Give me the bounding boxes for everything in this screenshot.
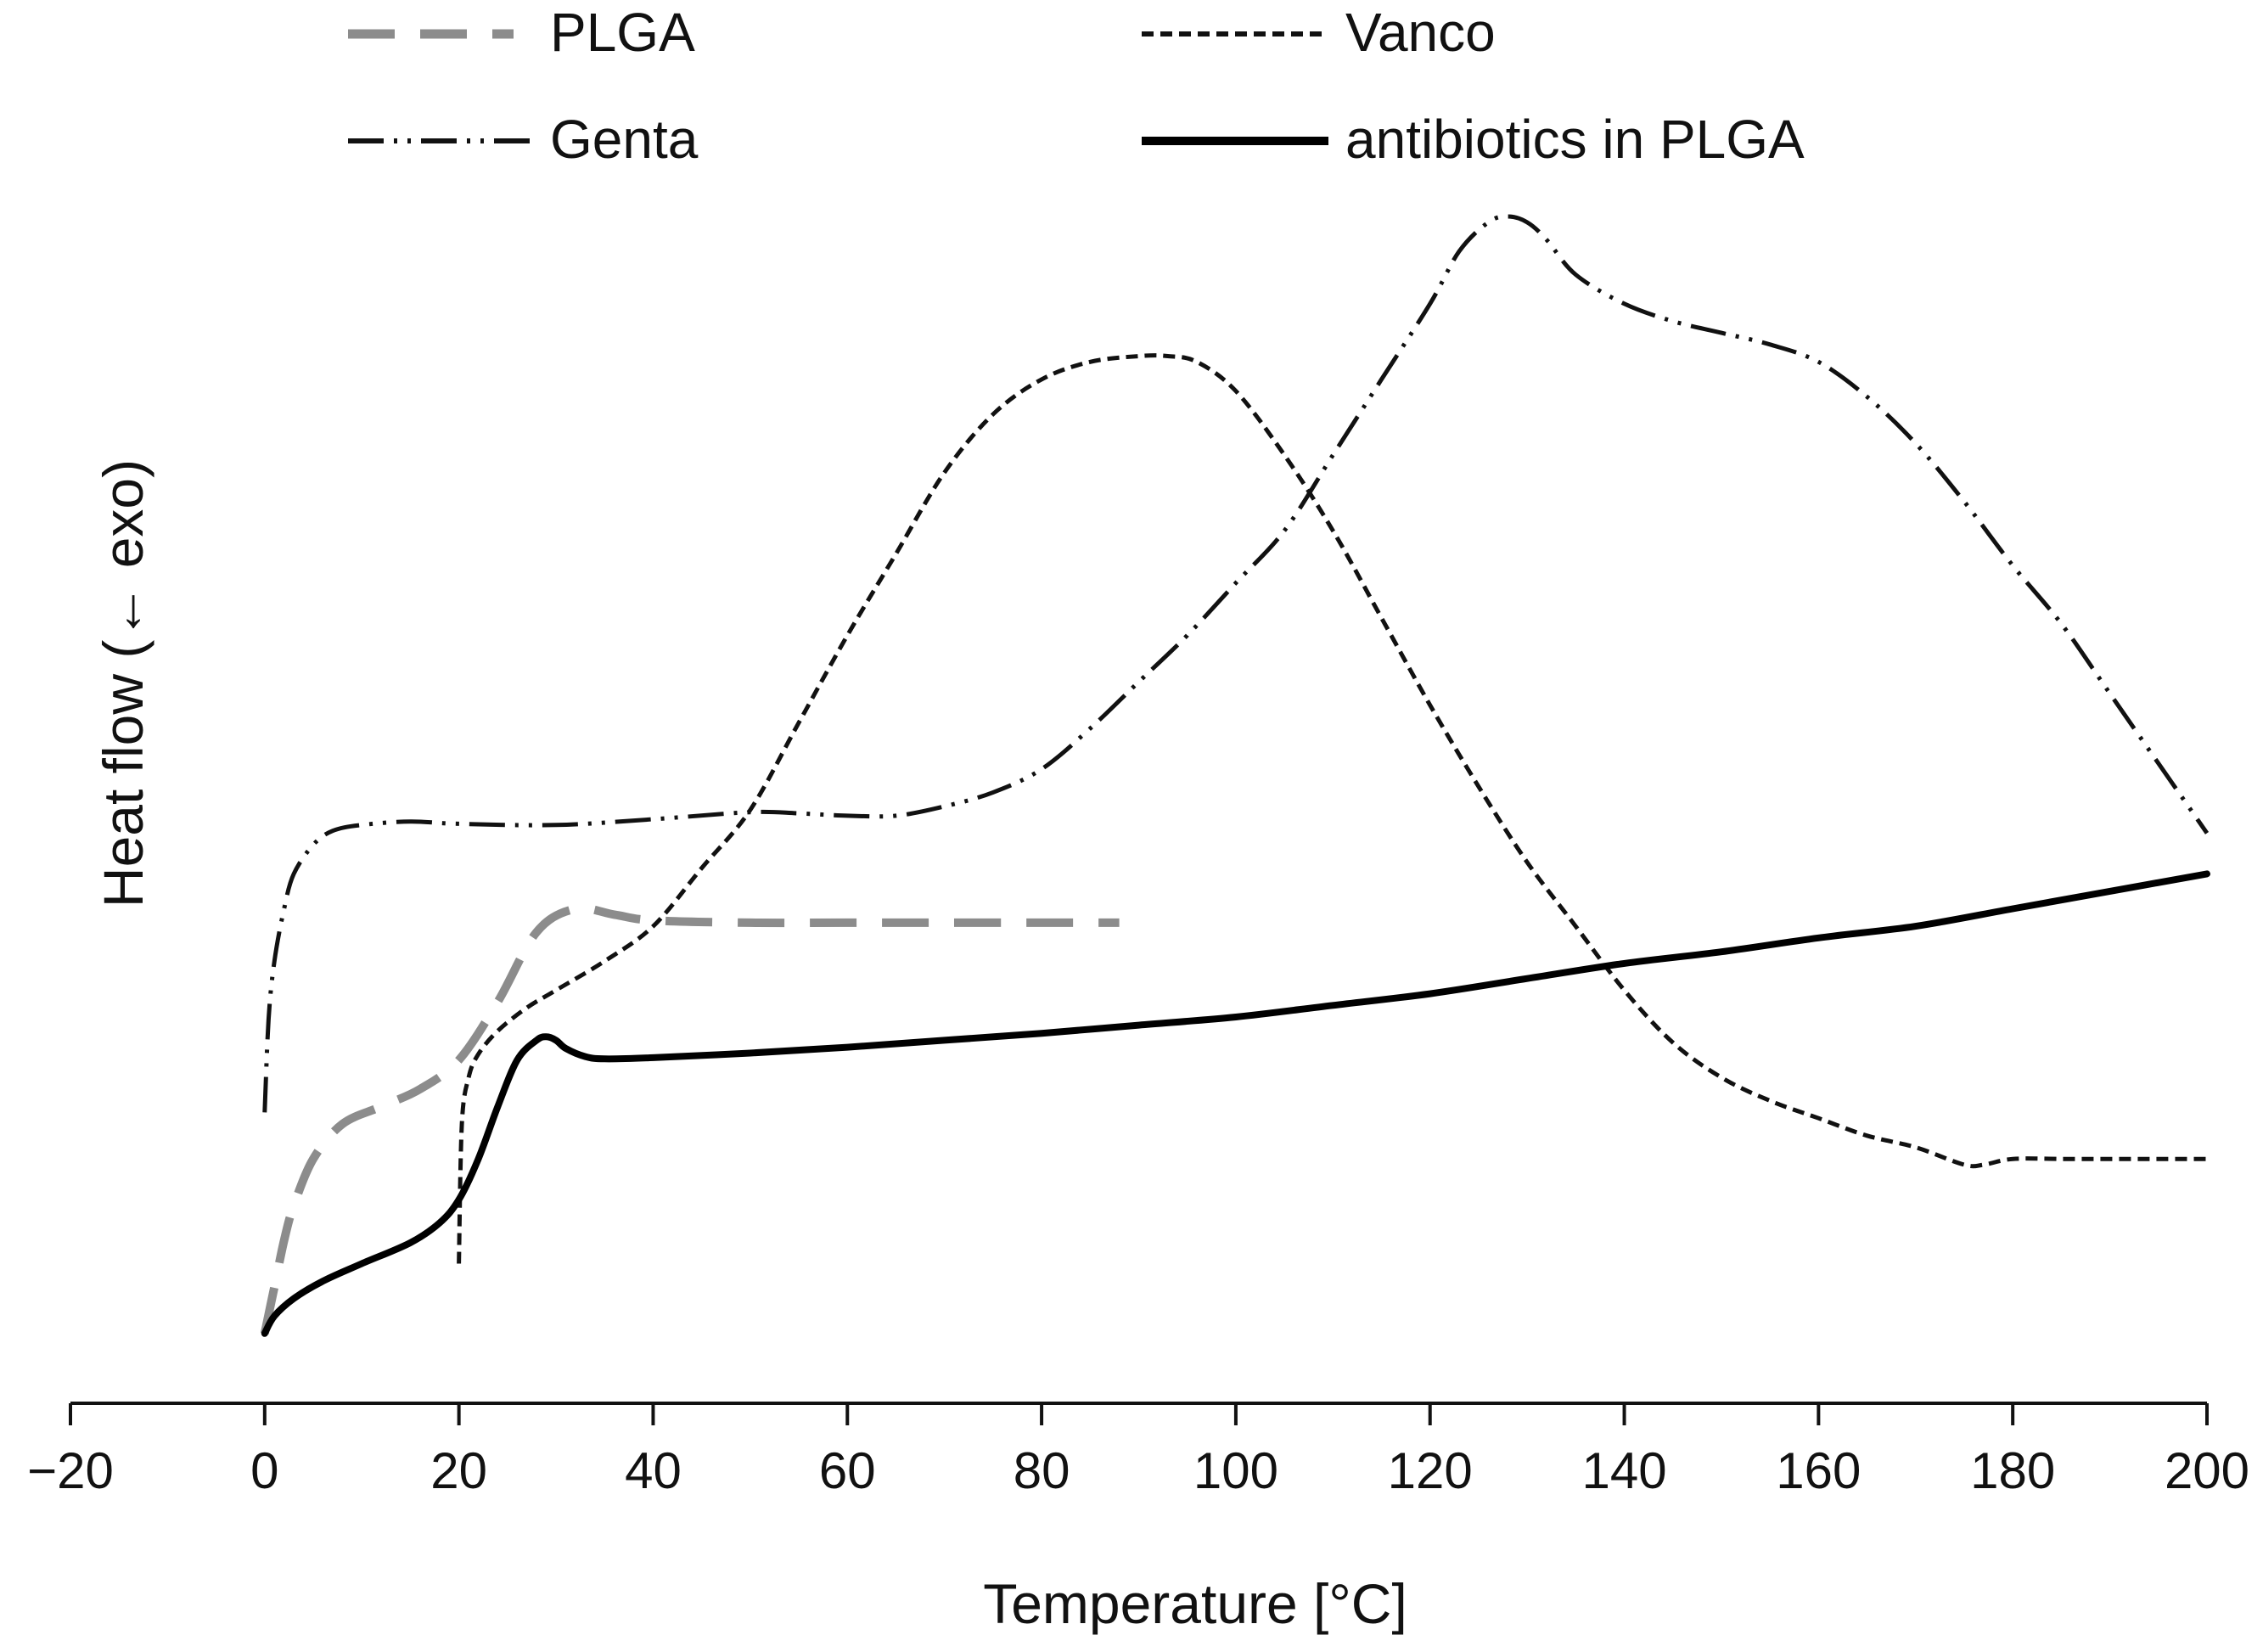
y-axis-title: Heat flow (← exo) xyxy=(92,459,154,907)
series-line-vanco xyxy=(457,353,2207,1264)
x-tick-label: 180 xyxy=(1970,1442,2055,1499)
x-tick-label: 40 xyxy=(625,1442,682,1499)
legend-label-antibiotics-in-plga: antibiotics in PLGA xyxy=(1345,109,1805,170)
x-tick-label: 100 xyxy=(1193,1442,1278,1499)
x-tick-label: 20 xyxy=(430,1442,487,1499)
series-line-antibiotics-in-plga xyxy=(261,870,2210,1337)
legend: PLGA Vanco Genta antibiotics in PLGA xyxy=(348,2,1805,170)
x-tick-label: 140 xyxy=(1581,1442,1666,1499)
series-line-genta xyxy=(262,214,2210,1113)
x-axis: −20 0 20 40 60 80 100 120 140 160 180 200 xyxy=(27,1402,2249,1499)
x-tick-label: 200 xyxy=(2165,1442,2249,1499)
legend-label-plga: PLGA xyxy=(550,2,695,63)
x-tick-label: 0 xyxy=(250,1442,278,1499)
series-line-plga xyxy=(260,903,1120,1335)
legend-label-vanco: Vanco xyxy=(1345,2,1496,63)
x-axis-title: Temperature [°C] xyxy=(983,1572,1407,1635)
x-tick-label: 160 xyxy=(1776,1442,1861,1499)
series-layer xyxy=(260,214,2210,1337)
x-tick-label: 60 xyxy=(819,1442,876,1499)
x-tick-label: 120 xyxy=(1388,1442,1473,1499)
x-tick-label: −20 xyxy=(27,1442,114,1499)
legend-label-genta: Genta xyxy=(550,109,699,170)
x-tick-label: 80 xyxy=(1014,1442,1070,1499)
